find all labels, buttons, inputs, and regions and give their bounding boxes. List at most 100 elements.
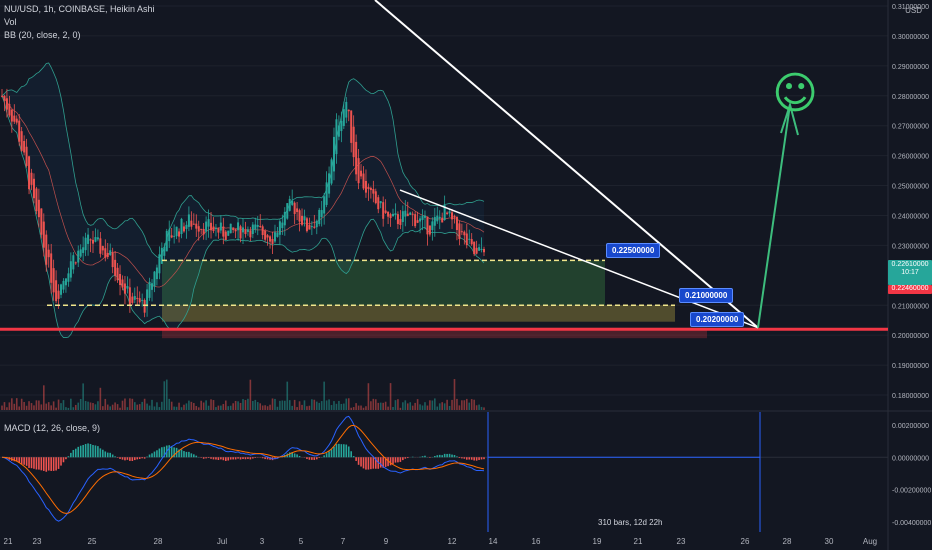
bb-fill <box>2 62 484 338</box>
macd-histogram-bar <box>478 457 480 460</box>
volume-bar <box>384 401 387 410</box>
candle-body <box>340 120 343 132</box>
time-tick: Aug <box>863 537 877 546</box>
macd-histogram-bar <box>109 452 112 458</box>
candle-body <box>273 232 276 242</box>
volume-bar <box>170 401 173 410</box>
macd-histogram-bar <box>38 457 40 470</box>
candle-body <box>55 280 58 302</box>
candle-body <box>345 101 348 118</box>
candle-body <box>143 300 146 313</box>
macd-histogram-bar <box>114 456 116 458</box>
volume-bar <box>156 402 158 410</box>
macd-histogram-bar <box>33 457 35 469</box>
macd-histogram-bar <box>438 454 441 458</box>
macd-histogram-bar <box>308 457 311 460</box>
volume-bar <box>424 402 426 410</box>
candle-body <box>168 229 171 242</box>
candle-body <box>128 287 131 306</box>
macd-pane <box>0 412 888 532</box>
macd-histogram-bar <box>136 457 139 460</box>
candle-body <box>431 221 434 231</box>
volume-bar <box>175 406 178 410</box>
macd-histogram-bar <box>227 457 230 461</box>
trendline-long <box>374 0 759 329</box>
level-label-3[interactable]: 0.20200000 <box>690 312 745 327</box>
volume-bar <box>254 399 257 410</box>
level-label-2[interactable]: 0.21000000 <box>679 288 734 303</box>
trend-drawings[interactable]: ☺ <box>0 0 888 331</box>
macd-histogram-bar <box>451 454 453 458</box>
candle-body <box>465 233 468 246</box>
volume-legend[interactable]: Vol <box>4 17 17 27</box>
macd-histogram-bar <box>60 457 62 466</box>
macd-histogram-bar <box>411 456 414 458</box>
volume-bar <box>475 405 478 410</box>
price-tick: 0.24000000 <box>892 213 929 220</box>
axes: 0.31000000 0.30000000 0.29000000 0.28000000… <box>4 4 932 546</box>
candle-body <box>377 197 380 210</box>
macd-line <box>1 415 485 522</box>
candle-body <box>28 156 31 190</box>
candle-body <box>13 115 16 122</box>
candle-body <box>455 216 458 230</box>
macd-legend[interactable]: MACD (12, 26, close, 9) <box>4 423 101 433</box>
symbol-legend[interactable]: NU/USD, 1h, COINBASE, Heikin Ashi <box>4 4 155 14</box>
volume-bar <box>367 383 370 410</box>
macd-histogram-bar <box>365 457 367 470</box>
time-tick: 9 <box>384 537 389 546</box>
candle-body <box>428 225 431 235</box>
macd-histogram-bar <box>143 457 146 459</box>
macd-histogram-bar <box>463 457 466 459</box>
macd-histogram-bar <box>129 457 131 461</box>
macd-histogram-bar <box>141 457 143 459</box>
macd-histogram-bar <box>212 457 215 460</box>
volume-bar <box>448 405 451 410</box>
candle-body <box>468 238 471 240</box>
candle-body <box>460 231 463 233</box>
candle-body <box>126 286 129 289</box>
candle-body <box>387 211 390 217</box>
candle-body <box>8 103 11 116</box>
candle-body <box>23 140 26 153</box>
macd-histogram-bar <box>446 453 448 458</box>
candle-body <box>178 231 181 237</box>
candle-body <box>296 208 299 212</box>
volume-bar <box>141 401 143 410</box>
time-tick: 14 <box>489 537 498 546</box>
macd-histogram-bar <box>436 455 439 458</box>
volume-bar <box>67 407 70 410</box>
macd-histogram-bar <box>92 444 94 458</box>
volume-bar <box>284 400 286 410</box>
candle-body <box>151 283 154 290</box>
candle-body <box>350 110 353 143</box>
macd-histogram-bar <box>306 457 308 460</box>
level-label-1[interactable]: 0.22500000 <box>606 243 661 258</box>
price-tick: 0.29000000 <box>892 64 929 71</box>
volume-bar <box>6 407 8 410</box>
candle-body <box>379 201 382 204</box>
volume-bar <box>389 383 392 410</box>
macd-histogram-bar <box>249 457 252 460</box>
candle-body <box>141 299 144 301</box>
volume-bar <box>70 398 72 410</box>
candle-body <box>355 141 358 175</box>
candle-body <box>419 218 422 222</box>
macd-histogram-bar <box>217 457 220 461</box>
volume-bar <box>13 403 16 410</box>
candle-body <box>111 252 114 268</box>
zone-green <box>162 260 605 306</box>
macd-histogram-bar <box>266 457 269 460</box>
volume-bar <box>404 400 407 410</box>
macd-histogram-bar <box>170 446 173 458</box>
candle-body <box>441 217 444 223</box>
candle-body <box>278 221 281 235</box>
candle-body <box>470 239 473 245</box>
macd-histogram-bar <box>195 455 198 458</box>
bb-legend[interactable]: BB (20, close, 2, 0) <box>4 30 81 40</box>
macd-histogram-bar <box>207 457 210 458</box>
macd-histogram-bar <box>146 456 148 458</box>
volume-bar <box>306 406 308 410</box>
volume-bar <box>224 400 227 410</box>
